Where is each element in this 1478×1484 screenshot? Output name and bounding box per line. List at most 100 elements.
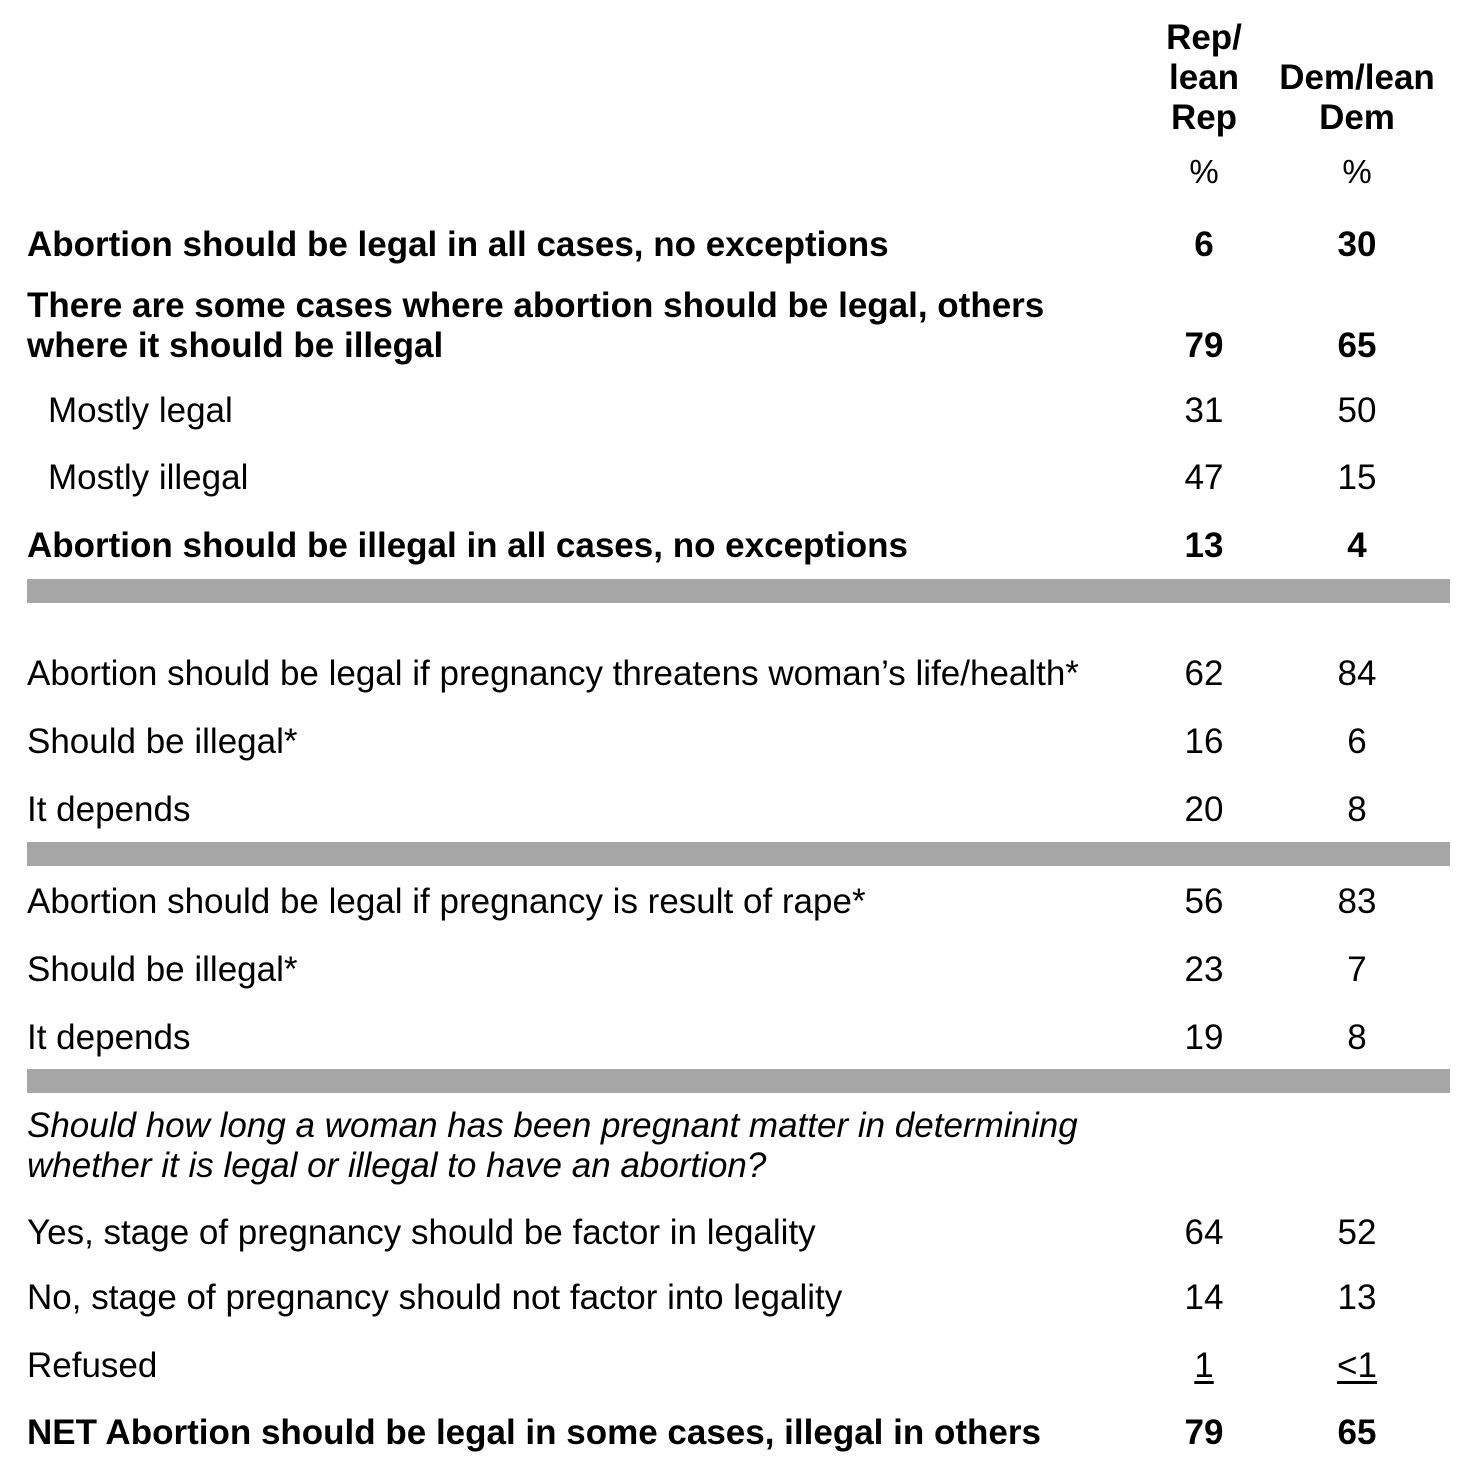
table-row: It depends 20 8 [27,790,1432,830]
cell-dem: 13 [1282,1278,1432,1318]
cell-dem: 84 [1282,654,1432,694]
cell-dem: 8 [1282,790,1432,830]
cell-rep: 16 [1129,722,1279,762]
cell-dem: 65 [1282,1413,1432,1453]
cell-rep: 13 [1129,526,1279,566]
cell-dem-value: 15 [1337,458,1377,497]
cell-dem-value: 13 [1337,1278,1377,1317]
row-label: Abortion should be legal if pregnancy th… [27,654,1079,693]
cell-rep: 20 [1129,790,1279,830]
table-row: Mostly legal 31 50 [0,0,1478,431]
row-label: Mostly legal [48,391,233,430]
row-label: Should be illegal* [27,950,298,989]
cell-rep: 14 [1129,1278,1279,1318]
table-row: No, stage of pregnancy should not factor… [27,1278,1432,1318]
cell-dem-value: 52 [1337,1213,1377,1252]
table-row: Should be illegal* 16 6 [27,722,1432,762]
cell-dem-value: 8 [1347,1018,1367,1057]
cell-rep-value: 56 [1184,882,1224,921]
cell-rep: 79 [1129,326,1279,366]
cell-rep: 62 [1129,654,1279,694]
cell-dem-value: 83 [1337,882,1377,921]
cell-rep-value: 16 [1184,722,1224,761]
cell-rep: 31 [1129,391,1279,431]
column-header-rep-label: Rep/lean Rep [1166,18,1242,137]
row-label: Should be illegal* [27,722,298,761]
cell-dem-value: 30 [1337,225,1377,264]
table-row: Mostly illegal 47 15 [0,0,1478,498]
cell-rep: 19 [1129,1018,1279,1058]
cell-rep-value: 79 [1184,1413,1224,1452]
cell-dem: 83 [1282,882,1432,922]
column-header-rep: Rep/lean Rep % [1129,18,1279,192]
table-row: Should be illegal* 23 7 [27,950,1432,990]
cell-rep-value: 31 [1184,391,1224,430]
table-row: It depends 19 8 [27,1018,1432,1058]
cell-rep-value: 13 [1184,526,1224,565]
table-row: Should how long a woman has been pregnan… [27,1106,1078,1185]
cell-rep-value: 79 [1184,326,1224,365]
row-label: It depends [27,790,191,829]
cell-dem-value: 4 [1347,526,1367,565]
cell-rep: 79 [1129,1413,1279,1453]
column-header-dem-label: Dem/lean Dem [1279,58,1435,137]
cell-dem-value: 7 [1347,950,1367,989]
row-label: Refused [27,1346,158,1385]
cell-rep-value: 14 [1184,1278,1224,1317]
cell-dem-value: 84 [1337,654,1377,693]
cell-dem: 7 [1282,950,1432,990]
cell-dem: <1 [1282,1346,1432,1386]
table-row: Abortion should be legal in all cases, n… [0,0,1478,265]
cell-dem: 65 [1282,326,1432,366]
table-row: NET Abortion should be legal in some cas… [27,1413,1432,1453]
row-label: Yes, stage of pregnancy should be factor… [27,1213,816,1252]
cell-dem: 8 [1282,1018,1432,1058]
column-unit-rep: % [1189,153,1219,190]
column-unit-dem: % [1342,153,1372,190]
row-label: Abortion should be legal in all cases, n… [27,225,889,264]
cell-rep-value: 23 [1184,950,1224,989]
table-row: Yes, stage of pregnancy should be factor… [27,1213,1432,1253]
cell-dem: 30 [1282,225,1432,265]
cell-rep: 23 [1129,950,1279,990]
table-row: Abortion should be legal if pregnancy is… [27,882,1432,922]
cell-rep: 64 [1129,1213,1279,1253]
cell-rep-value: 6 [1194,225,1214,264]
cell-rep-value: 19 [1184,1018,1224,1057]
cell-dem-value: 6 [1347,722,1367,761]
cell-dem: 15 [1282,458,1432,498]
cell-rep-value: 47 [1184,458,1224,497]
cell-rep: 47 [1129,458,1279,498]
cell-dem: 50 [1282,391,1432,431]
row-label: No, stage of pregnancy should not factor… [27,1278,843,1317]
cell-rep: 1 [1129,1346,1279,1386]
table-row: Abortion should be illegal in all cases,… [0,0,1478,566]
row-label: There are some cases where abortion shou… [27,286,1045,365]
cell-rep-value: 1 [1194,1346,1214,1385]
cell-dem: 4 [1282,526,1432,566]
cell-dem-value: 8 [1347,790,1367,829]
table-row: There are some cases where abortion shou… [0,0,1478,366]
row-label: Mostly illegal [48,458,249,497]
cell-dem: 6 [1282,722,1432,762]
cell-dem-value: 65 [1337,1413,1377,1452]
section-divider [27,842,1450,866]
cell-rep-value: 62 [1184,654,1224,693]
table-row: Abortion should be legal if pregnancy th… [0,0,1478,694]
cell-rep: 56 [1129,882,1279,922]
row-label: Abortion should be legal if pregnancy is… [27,882,866,921]
row-label: Abortion should be illegal in all cases,… [27,526,909,565]
cell-dem-value: 65 [1337,326,1377,365]
cell-rep-value: 20 [1184,790,1224,829]
row-label: It depends [27,1018,191,1057]
cell-rep: 6 [1129,225,1279,265]
cell-dem: 52 [1282,1213,1432,1253]
row-label: Should how long a woman has been pregnan… [27,1106,1078,1185]
cell-rep-value: 64 [1184,1213,1224,1252]
row-label: NET Abortion should be legal in some cas… [27,1413,1041,1452]
section-divider [27,1069,1450,1093]
cell-dem-value: <1 [1337,1346,1377,1385]
table-row: Refused 1 <1 [27,1346,1432,1386]
section-divider [27,579,1450,603]
